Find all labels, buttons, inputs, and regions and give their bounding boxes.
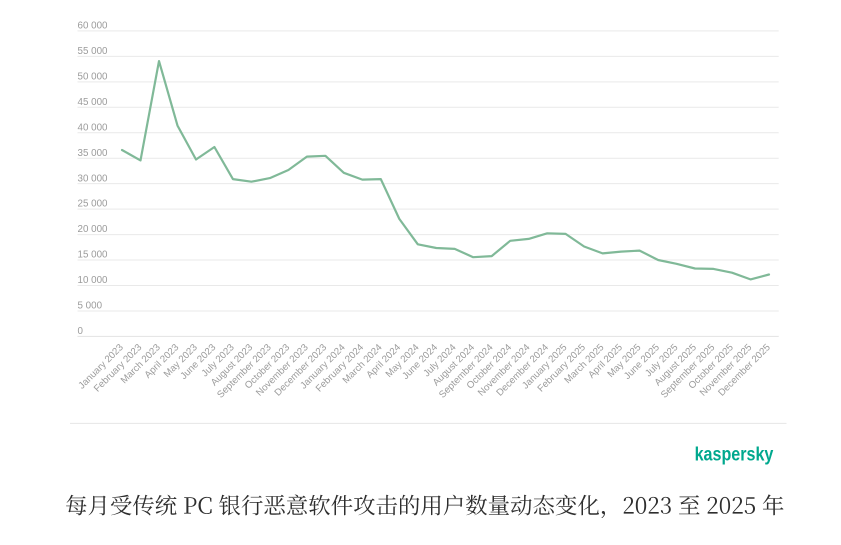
svg-text:25 000: 25 000	[78, 199, 109, 210]
svg-text:45 000: 45 000	[78, 97, 109, 108]
svg-text:0: 0	[78, 326, 84, 337]
svg-text:55 000: 55 000	[78, 46, 109, 57]
svg-text:50 000: 50 000	[78, 71, 109, 82]
svg-text:15 000: 15 000	[78, 250, 109, 261]
svg-text:35 000: 35 000	[78, 148, 109, 159]
svg-text:40 000: 40 000	[78, 122, 109, 133]
svg-text:60 000: 60 000	[78, 21, 109, 32]
svg-text:kaspersky: kaspersky	[695, 443, 774, 465]
svg-text:10 000: 10 000	[78, 275, 109, 286]
svg-text:5 000: 5 000	[78, 301, 103, 312]
svg-text:30 000: 30 000	[78, 173, 109, 184]
svg-text:20 000: 20 000	[78, 224, 109, 235]
